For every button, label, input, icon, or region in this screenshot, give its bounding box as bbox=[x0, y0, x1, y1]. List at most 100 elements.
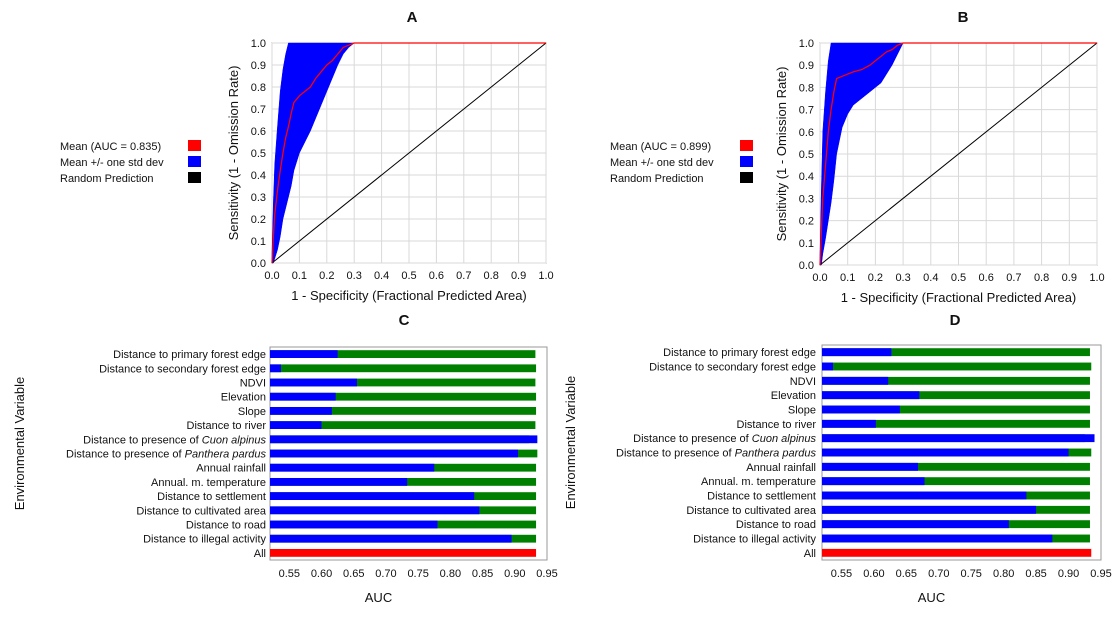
category-label-text: Distance to illegal activity bbox=[143, 534, 266, 546]
category-label-text: Annual. m. temperature bbox=[701, 476, 816, 488]
bar-only-variable bbox=[270, 350, 338, 359]
category-label: Distance to illegal activity bbox=[693, 534, 816, 546]
y-tick-label: 1.0 bbox=[799, 38, 814, 50]
bar-only-variable bbox=[270, 449, 519, 458]
x-tick-label: 0.0 bbox=[812, 272, 827, 284]
category-label: Distance to cultivated area bbox=[686, 505, 817, 517]
legend-label: Mean +/- one std dev bbox=[60, 157, 164, 169]
category-label-text: Distance to road bbox=[736, 519, 816, 531]
bar-only-variable bbox=[270, 392, 336, 401]
y-tick-label: 0.1 bbox=[799, 238, 814, 250]
category-label-text: Distance to secondary forest edge bbox=[99, 363, 266, 375]
x-tick-label: 0.6 bbox=[979, 272, 994, 284]
bar-without-variable bbox=[822, 405, 1090, 414]
y-tick-label: 0.0 bbox=[251, 258, 266, 270]
category-label-text: Distance to cultivated area bbox=[686, 505, 817, 517]
y-axis-label: Environmental Variable bbox=[563, 376, 578, 509]
category-label: Distance to road bbox=[736, 519, 816, 531]
category-label-text: Distance to presence of bbox=[83, 434, 202, 446]
x-tick-label: 0.80 bbox=[993, 568, 1014, 580]
y-tick-label: 0.7 bbox=[251, 104, 266, 116]
legend: Mean (AUC = 0.835) Mean +/- one std dev Ra… bbox=[60, 140, 201, 185]
category-label: Distance to river bbox=[737, 419, 817, 431]
x-axis-label: AUC bbox=[365, 590, 392, 605]
bar-only-variable bbox=[270, 520, 438, 529]
random-prediction-line bbox=[271, 42, 547, 264]
x-tick-label: 0.65 bbox=[896, 568, 917, 580]
y-tick-label: 0.7 bbox=[799, 105, 814, 117]
legend-label: Mean +/- one std dev bbox=[610, 157, 714, 169]
category-label-text: All bbox=[254, 548, 266, 560]
y-tick-label: 0.9 bbox=[251, 60, 266, 72]
roc-panel-A: 0.0 0.1 0.2 0.3 0.4 0.5 0.6 0.7 0.8 0.9 1.0 0.0 0.1 0… bbox=[60, 9, 554, 303]
x-tick-label: 0.65 bbox=[343, 568, 364, 580]
category-label: Annual. m. temperature bbox=[151, 477, 266, 489]
x-tick-label: 1.0 bbox=[1089, 272, 1104, 284]
x-tick-label: 0.55 bbox=[831, 568, 852, 580]
y-tick-label: 0.5 bbox=[251, 148, 266, 160]
x-axis-label: 1 - Specificity (Fractional Predicted Ar… bbox=[841, 290, 1077, 305]
category-label: Annual rainfall bbox=[746, 462, 816, 474]
bar-only-variable bbox=[822, 405, 900, 414]
bar-only-variable bbox=[822, 477, 925, 486]
legend-label: Mean (AUC = 0.899) bbox=[610, 141, 711, 153]
y-tick-label: 1.0 bbox=[251, 38, 266, 50]
y-tick-label: 0.0 bbox=[799, 260, 814, 272]
category-label-species: Cuon alpinus bbox=[202, 434, 267, 446]
category-label-species: Panthera pardus bbox=[735, 448, 817, 460]
std-dev-band bbox=[819, 42, 904, 266]
x-tick-label: 0.0 bbox=[264, 270, 279, 282]
category-label-text: Distance to settlement bbox=[157, 491, 266, 503]
y-tick-label: 0.9 bbox=[799, 60, 814, 72]
bar-only-variable bbox=[270, 492, 475, 501]
legend-swatch bbox=[188, 172, 201, 183]
category-label-text: Distance to settlement bbox=[707, 491, 816, 503]
category-label-text: Distance to road bbox=[186, 520, 266, 532]
x-tick-label: 0.75 bbox=[407, 568, 428, 580]
y-tick-label: 0.8 bbox=[251, 82, 266, 94]
x-tick-label: 0.5 bbox=[401, 270, 416, 282]
category-label-text: Distance to primary forest edge bbox=[113, 349, 266, 361]
bar-without-variable bbox=[822, 477, 1090, 486]
x-tick-label: 0.60 bbox=[863, 568, 884, 580]
category-label-text: Distance to presence of bbox=[633, 433, 752, 445]
std-dev-band bbox=[271, 42, 355, 264]
x-tick-label: 0.70 bbox=[928, 568, 949, 580]
x-tick-label: 0.85 bbox=[472, 568, 493, 580]
panel-title: A bbox=[407, 9, 418, 26]
x-tick-label: 0.6 bbox=[429, 270, 444, 282]
x-tick-label: 0.1 bbox=[292, 270, 307, 282]
category-label: Distance to primary forest edge bbox=[663, 347, 816, 359]
bar-all-variables bbox=[270, 548, 537, 557]
category-label-text: NDVI bbox=[790, 376, 816, 388]
x-tick-label: 0.5 bbox=[951, 272, 966, 284]
y-tick-label: 0.1 bbox=[251, 236, 266, 248]
bar-only-variable bbox=[270, 421, 322, 430]
category-label: Distance to secondary forest edge bbox=[99, 363, 266, 375]
category-label: Distance to river bbox=[187, 420, 267, 432]
category-label-text: Elevation bbox=[771, 390, 816, 402]
x-tick-label: 0.95 bbox=[536, 568, 557, 580]
category-label-text: Annual. m. temperature bbox=[151, 477, 266, 489]
x-tick-label: 0.70 bbox=[375, 568, 396, 580]
category-label: Distance to presence of Cuon alpinus bbox=[83, 434, 266, 446]
bar-only-variable bbox=[822, 520, 1009, 529]
x-axis-label: 1 - Specificity (Fractional Predicted Ar… bbox=[291, 288, 527, 303]
x-tick-label: 0.4 bbox=[374, 270, 389, 282]
legend-swatch bbox=[740, 156, 753, 167]
bar-without-variable bbox=[822, 391, 1090, 400]
bar-only-variable bbox=[822, 462, 919, 471]
y-axis-label: Sensitivity (1 - Omission Rate) bbox=[226, 66, 241, 241]
legend-swatch bbox=[188, 156, 201, 167]
y-axis-label: Environmental Variable bbox=[12, 377, 27, 510]
bar-without-variable bbox=[822, 348, 1090, 357]
x-tick-label: 0.2 bbox=[868, 272, 883, 284]
bar-without-variable bbox=[270, 406, 537, 415]
bar-panel-C: 0.55 0.60 0.65 0.70 0.75 0.80 0.85 0.90 0.95 Dist… bbox=[12, 312, 558, 605]
category-label-text: Elevation bbox=[221, 392, 266, 404]
category-label: NDVI bbox=[790, 376, 816, 388]
bar-without-variable bbox=[822, 419, 1090, 428]
bar-only-variable bbox=[822, 448, 1069, 457]
category-label-text: All bbox=[804, 548, 816, 560]
